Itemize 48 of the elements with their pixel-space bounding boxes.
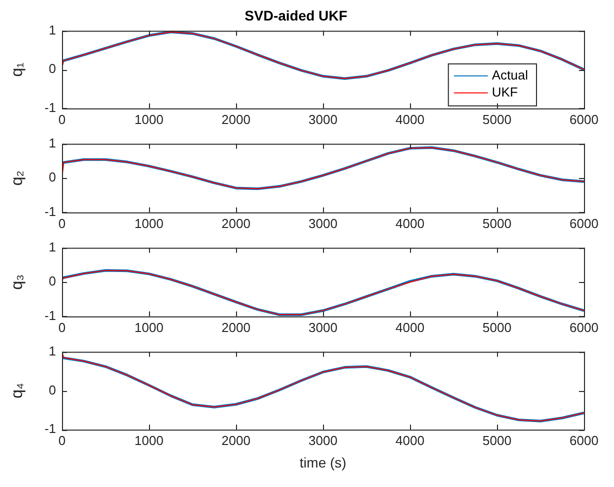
x-tick-label: 2000	[222, 432, 250, 448]
x-tick-label: 5000	[482, 112, 512, 127]
x-tick-label: 3000	[308, 216, 338, 231]
y-tick-label: 0	[48, 61, 56, 76]
x-tick-label: 5000	[482, 432, 512, 448]
x-tick-label: 3000	[308, 112, 338, 127]
x-tick-label: 5000	[482, 320, 512, 335]
x-tick-label: 5000	[482, 216, 512, 231]
x-tick-label: 4000	[396, 216, 424, 231]
x-tick-label: 6000	[570, 320, 598, 335]
x-tick-label: 0	[58, 432, 66, 448]
legend-label: Actual	[492, 67, 528, 82]
y-tick-label: 0	[48, 274, 56, 289]
y-axis-title: q₄	[9, 382, 26, 398]
x-tick-label: 3000	[308, 320, 338, 335]
y-tick-label: -1	[44, 100, 56, 115]
x-tick-label: 6000	[570, 432, 598, 448]
x-tick-label: 1000	[134, 216, 164, 231]
x-tick-label: 2000	[222, 112, 250, 127]
x-tick-label: 4000	[396, 320, 424, 335]
y-axis-title: q₁	[9, 62, 26, 77]
x-tick-label: 0	[58, 320, 66, 335]
y-tick-label: 0	[48, 382, 56, 398]
legend-label: UKF	[492, 84, 518, 100]
y-tick-label: 0	[48, 170, 56, 185]
chart-title: SVD-aided UKF	[244, 7, 348, 24]
y-tick-label: 1	[48, 239, 56, 254]
x-tick-label: 2000	[222, 216, 250, 231]
x-tick-label: 6000	[570, 112, 598, 127]
y-tick-label: 1	[48, 135, 56, 150]
y-tick-label: -1	[44, 308, 56, 323]
x-tick-label: 4000	[396, 112, 424, 127]
x-tick-label: 3000	[308, 432, 338, 448]
x-tick-label: 0	[58, 216, 66, 231]
y-axis-title: q₂	[9, 170, 26, 186]
x-tick-label: 2000	[222, 320, 250, 335]
y-axis-title: q₃	[9, 274, 26, 290]
y-tick-label: 1	[48, 22, 56, 38]
y-tick-label: 1	[48, 343, 56, 358]
x-tick-label: 0	[58, 112, 66, 127]
x-axis-title: time (s)	[300, 454, 346, 470]
y-tick-label: -1	[44, 204, 56, 219]
x-tick-label: 1000	[134, 432, 164, 448]
x-tick-label: 4000	[396, 432, 424, 448]
x-tick-label: 1000	[134, 320, 164, 335]
y-tick-label: -1	[44, 421, 56, 436]
x-tick-label: 6000	[570, 216, 598, 231]
x-tick-label: 1000	[134, 112, 164, 127]
